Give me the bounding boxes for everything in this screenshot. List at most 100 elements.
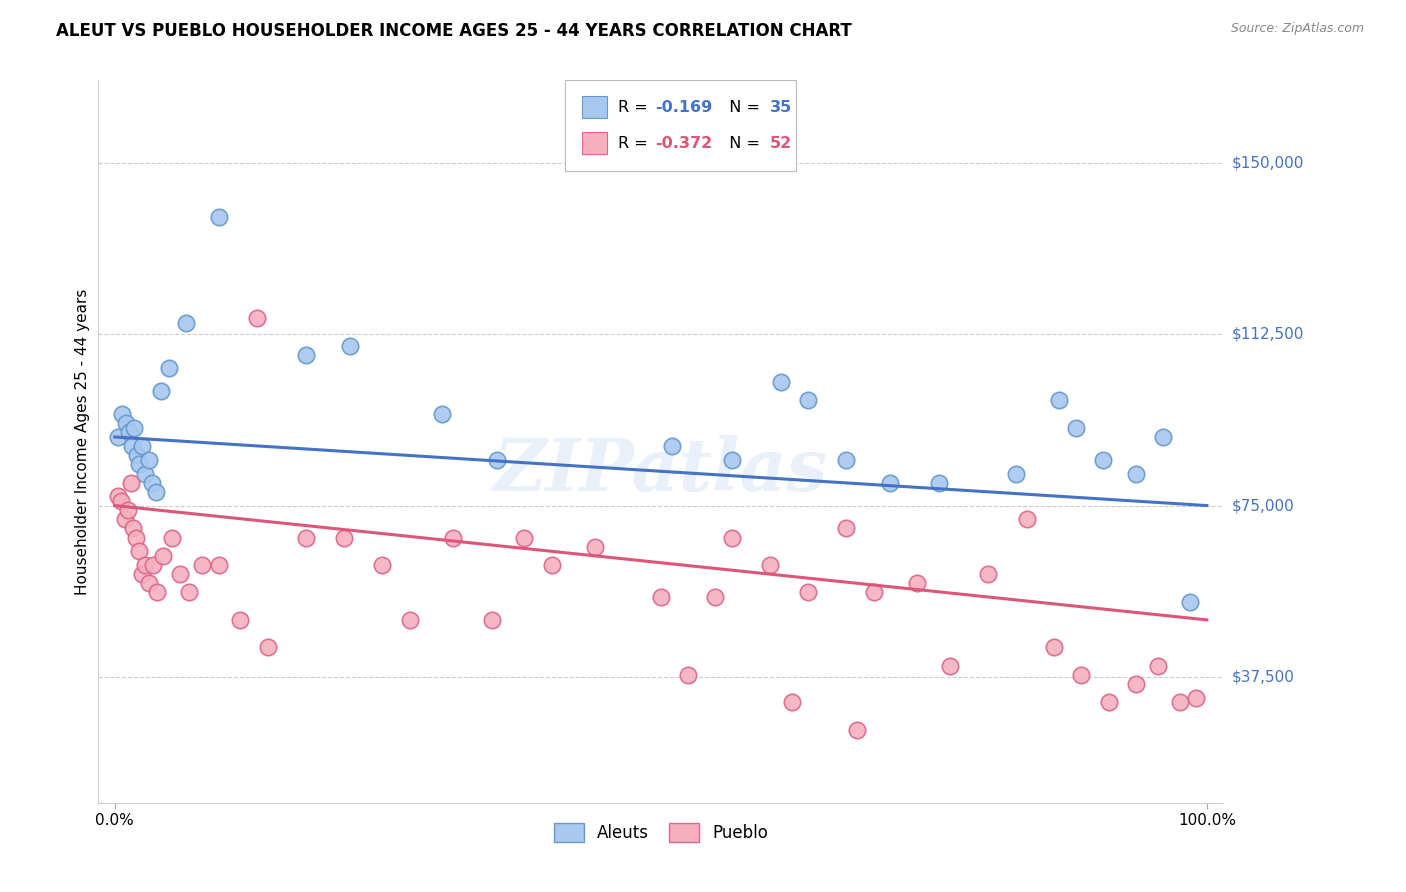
Point [797,393,820,408]
Point [125,448,148,462]
Point [128,544,150,558]
Text: $37,500: $37,500 [1232,670,1295,684]
Point [481,613,503,627]
Point [846,723,869,737]
Point [121,439,143,453]
Point [928,475,950,490]
Point [246,311,269,326]
Point [145,484,167,499]
Point [295,531,318,545]
Point [131,439,153,453]
Text: R =: R = [619,136,652,151]
Point [441,531,464,545]
Point [295,348,318,362]
Point [160,531,183,545]
Point [720,453,742,467]
Point [1146,658,1168,673]
Text: $112,500: $112,500 [1232,326,1303,342]
Point [256,640,278,655]
Point [704,590,727,604]
Point [1185,690,1208,705]
Point [141,475,163,490]
Text: $75,000: $75,000 [1232,498,1295,513]
Legend: Aleuts, Pueblo: Aleuts, Pueblo [547,816,775,848]
FancyBboxPatch shape [565,80,796,170]
Point [1168,695,1191,709]
Point [879,475,901,490]
FancyBboxPatch shape [582,96,607,118]
Point [371,558,394,572]
Point [540,558,562,572]
Text: ZIPatlas: ZIPatlas [494,435,828,506]
Text: $150,000: $150,000 [1232,155,1303,170]
Point [134,467,156,481]
Point [769,375,792,389]
Point [118,425,141,440]
Point [676,667,699,681]
Point [174,316,197,330]
Point [835,521,858,535]
Point [835,453,858,467]
Point [138,576,160,591]
Point [1125,677,1147,691]
Point [229,613,252,627]
Point [142,558,165,572]
Point [513,531,536,545]
Point [114,512,136,526]
Point [339,338,361,352]
Text: -0.372: -0.372 [655,136,713,151]
Point [720,531,742,545]
Point [134,558,156,572]
Point [1047,393,1070,408]
Point [907,576,929,591]
Point [124,421,146,435]
Point [583,540,606,554]
Point [107,490,129,504]
Point [1064,421,1087,435]
Text: N =: N = [720,100,765,114]
Point [1092,453,1115,467]
Point [862,585,884,599]
FancyBboxPatch shape [582,132,607,154]
Point [485,453,508,467]
Text: N =: N = [720,136,765,151]
Point [110,494,132,508]
Point [207,211,229,225]
Point [107,430,129,444]
Text: ALEUT VS PUEBLO HOUSEHOLDER INCOME AGES 25 - 44 YEARS CORRELATION CHART: ALEUT VS PUEBLO HOUSEHOLDER INCOME AGES … [56,22,852,40]
Y-axis label: Householder Income Ages 25 - 44 years: Householder Income Ages 25 - 44 years [75,288,90,595]
Point [432,407,454,421]
Text: R =: R = [619,100,652,114]
Point [169,567,191,582]
Point [661,439,683,453]
Point [157,361,180,376]
Point [117,503,139,517]
Point [191,558,214,572]
Point [759,558,782,572]
Point [152,549,174,563]
Point [1180,594,1202,608]
Point [131,567,153,582]
Point [939,658,962,673]
Point [1125,467,1147,481]
Text: 35: 35 [770,100,792,114]
Point [149,384,172,399]
Point [138,453,160,467]
Point [650,590,672,604]
Point [120,475,142,490]
Point [111,407,134,421]
Point [177,585,200,599]
Point [333,531,356,545]
Point [207,558,229,572]
Point [122,521,145,535]
Point [1004,467,1026,481]
Point [1070,667,1092,681]
Point [1015,512,1038,526]
Point [114,416,136,430]
Point [398,613,420,627]
Point [780,695,803,709]
Point [124,531,146,545]
Point [146,585,169,599]
Text: -0.169: -0.169 [655,100,713,114]
Point [977,567,1000,582]
